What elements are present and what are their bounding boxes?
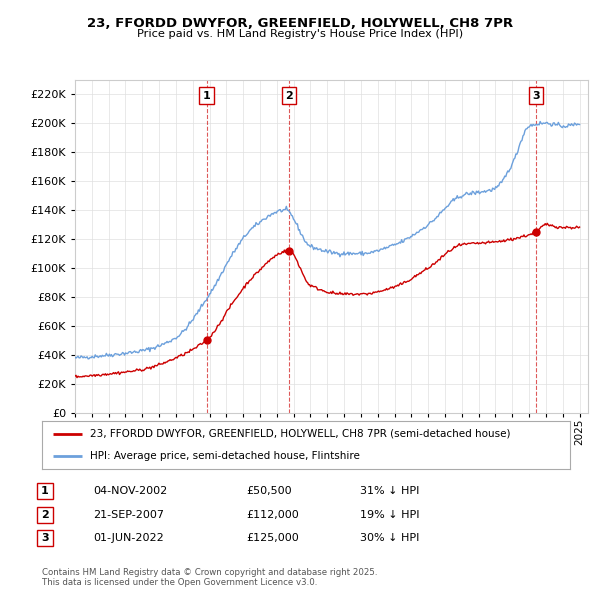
Text: HPI: Average price, semi-detached house, Flintshire: HPI: Average price, semi-detached house,… [89, 451, 359, 461]
Text: Price paid vs. HM Land Registry's House Price Index (HPI): Price paid vs. HM Land Registry's House … [137, 29, 463, 39]
Text: £125,000: £125,000 [246, 533, 299, 543]
Text: 01-JUN-2022: 01-JUN-2022 [93, 533, 164, 543]
Text: 23, FFORDD DWYFOR, GREENFIELD, HOLYWELL, CH8 7PR (semi-detached house): 23, FFORDD DWYFOR, GREENFIELD, HOLYWELL,… [89, 429, 510, 439]
Text: This data is licensed under the Open Government Licence v3.0.: This data is licensed under the Open Gov… [42, 578, 317, 587]
Text: £50,500: £50,500 [246, 486, 292, 496]
Text: 30% ↓ HPI: 30% ↓ HPI [360, 533, 419, 543]
Text: 21-SEP-2007: 21-SEP-2007 [93, 510, 164, 520]
Text: 23, FFORDD DWYFOR, GREENFIELD, HOLYWELL, CH8 7PR: 23, FFORDD DWYFOR, GREENFIELD, HOLYWELL,… [87, 17, 513, 30]
Text: 1: 1 [203, 91, 211, 100]
Text: 1: 1 [41, 486, 49, 496]
Text: 2: 2 [41, 510, 49, 520]
Text: Contains HM Land Registry data © Crown copyright and database right 2025.: Contains HM Land Registry data © Crown c… [42, 568, 377, 576]
Text: 31% ↓ HPI: 31% ↓ HPI [360, 486, 419, 496]
Text: £112,000: £112,000 [246, 510, 299, 520]
Text: 04-NOV-2002: 04-NOV-2002 [93, 486, 167, 496]
Text: 2: 2 [285, 91, 293, 100]
Text: 3: 3 [532, 91, 540, 100]
Text: 3: 3 [41, 533, 49, 543]
Text: 19% ↓ HPI: 19% ↓ HPI [360, 510, 419, 520]
